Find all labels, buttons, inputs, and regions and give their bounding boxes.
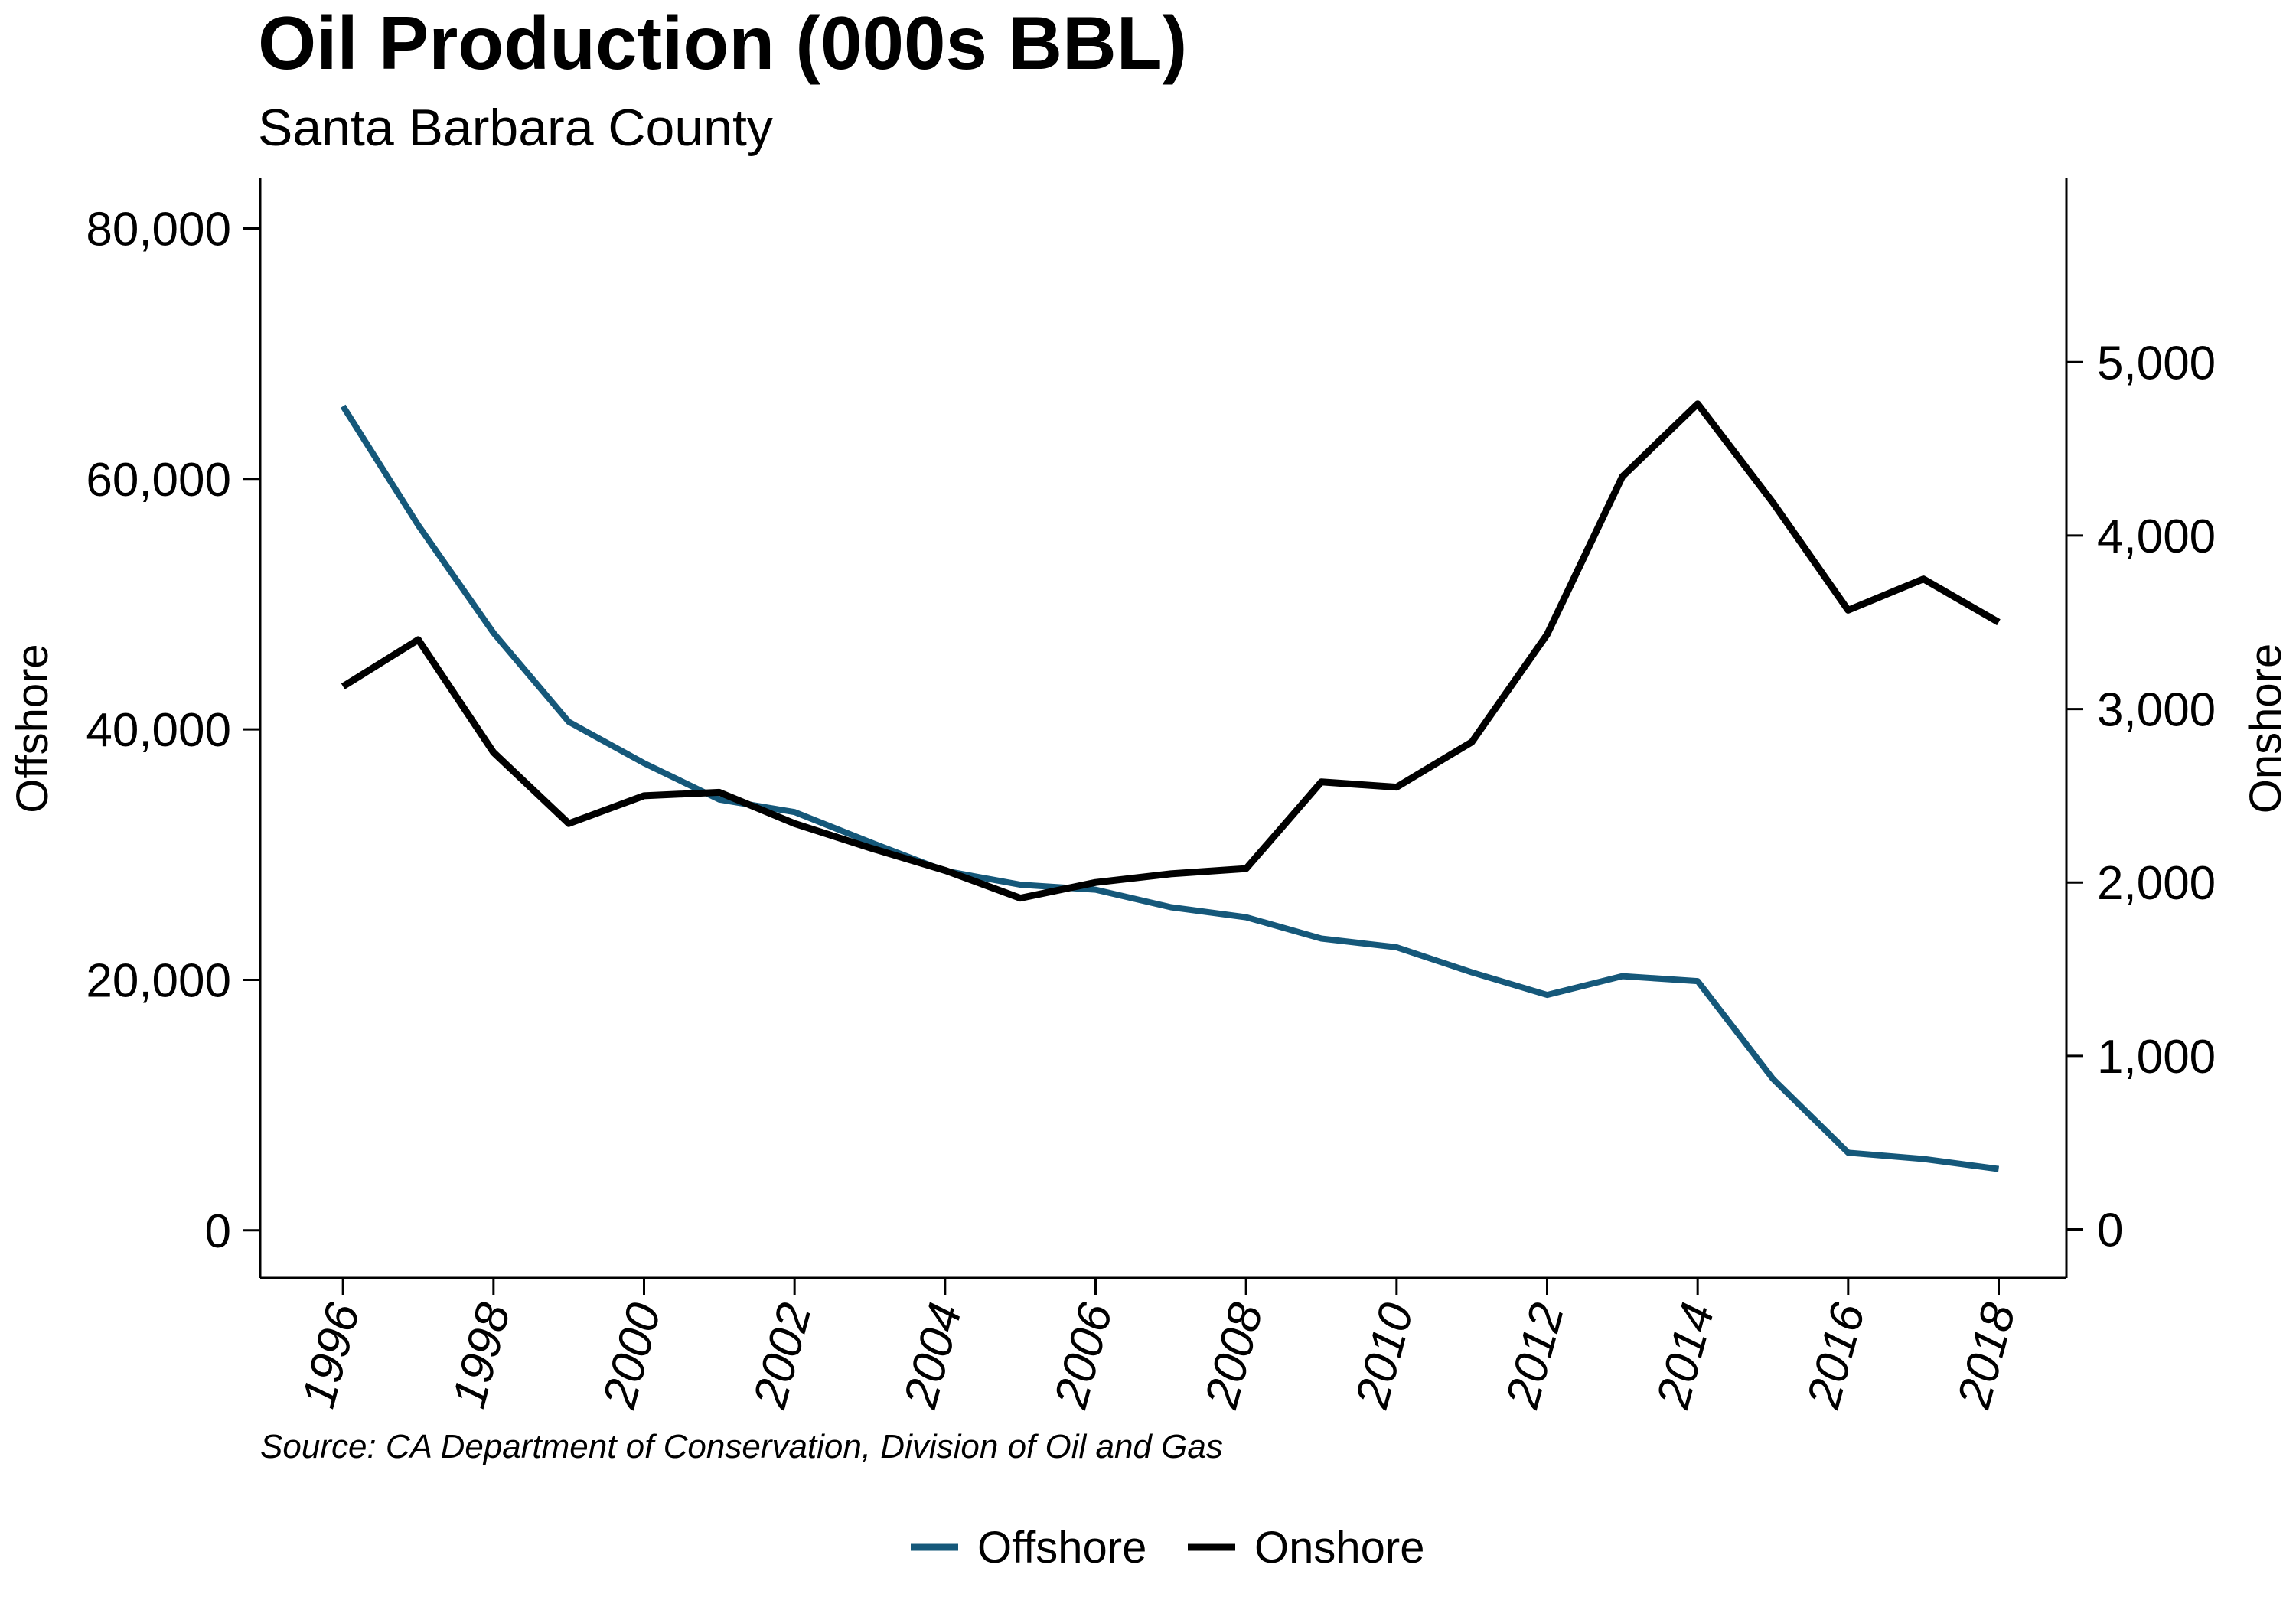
y-right-tick-label: 1,000 bbox=[2097, 1031, 2216, 1084]
x-tick-label: 2018 bbox=[1947, 1297, 2026, 1414]
chart-subtitle: Santa Barbara County bbox=[258, 99, 773, 157]
x-tick-label: 2014 bbox=[1646, 1298, 1725, 1414]
series-line-onshore bbox=[341, 400, 2001, 902]
y-right-tick-label: 0 bbox=[2097, 1204, 2123, 1257]
x-tick-label: 2008 bbox=[1195, 1297, 1274, 1414]
y-axis-right-title: Onshore bbox=[2241, 644, 2291, 813]
y-left-tick-label: 60,000 bbox=[86, 454, 231, 507]
y-right-tick-label: 4,000 bbox=[2097, 510, 2216, 563]
y-left-tick-label: 40,000 bbox=[86, 704, 231, 757]
chart-title: Oil Production (000s BBL) bbox=[258, 1, 1187, 85]
legend-label-onshore: Onshore bbox=[1254, 1523, 1424, 1573]
y-right-tick-label: 2,000 bbox=[2097, 857, 2216, 910]
x-tick-label: 2002 bbox=[743, 1298, 822, 1414]
y-left-tick-label: 0 bbox=[205, 1205, 231, 1258]
x-tick-label: 2006 bbox=[1044, 1297, 1123, 1414]
y-right-tick-label: 5,000 bbox=[2097, 337, 2216, 390]
y-left-tick-label: 20,000 bbox=[86, 954, 231, 1007]
series-line-offshore bbox=[340, 404, 2000, 1172]
x-tick-label: 1996 bbox=[292, 1297, 370, 1413]
y-left-tick-label: 80,000 bbox=[86, 203, 231, 256]
x-tick-label: 2000 bbox=[592, 1298, 671, 1414]
x-tick-label: 2016 bbox=[1797, 1297, 1876, 1414]
plot-area: 0 20,000 40,000 60,000 80,000 0 1,000 2,000 3,00… bbox=[86, 178, 2216, 1414]
y-right-tick-label: 3,000 bbox=[2097, 684, 2216, 737]
x-tick-label: 2012 bbox=[1495, 1298, 1574, 1414]
x-tick-label: 1998 bbox=[442, 1297, 520, 1413]
source-note: Source: CA Department of Conservation, D… bbox=[260, 1428, 1223, 1465]
x-tick-label: 2004 bbox=[894, 1298, 973, 1414]
legend: Offshore Onshore bbox=[911, 1523, 1424, 1573]
x-tick-label: 2010 bbox=[1345, 1298, 1424, 1414]
legend-label-offshore: Offshore bbox=[977, 1523, 1146, 1573]
y-axis-left-title: Offshore bbox=[8, 644, 57, 813]
